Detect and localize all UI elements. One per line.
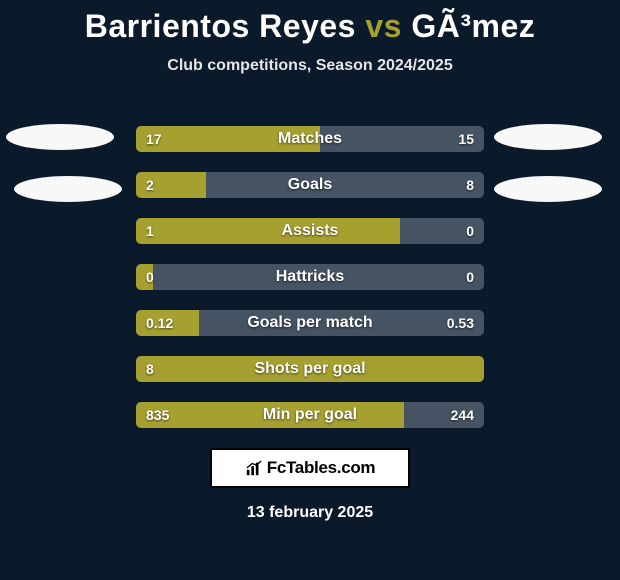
- stat-label: Goals: [136, 176, 484, 194]
- decor-ellipse: [6, 124, 114, 150]
- stat-label: Shots per goal: [136, 360, 484, 378]
- stat-row: 8Shots per goal: [136, 356, 484, 382]
- decor-ellipse: [14, 176, 122, 202]
- stat-rows-container: 1715Matches 28Goals 10Assists 00Hattricks 0.…: [136, 126, 484, 448]
- logo-box: FcTables.com: [210, 448, 410, 488]
- stat-label: Matches: [136, 130, 484, 148]
- page-title: Barrientos Reyes vs GÃ³mez: [0, 8, 620, 45]
- stat-row: 28Goals: [136, 172, 484, 198]
- decor-ellipse: [494, 176, 602, 202]
- subtitle: Club competitions, Season 2024/2025: [0, 57, 620, 75]
- stat-row: 0.120.53Goals per match: [136, 310, 484, 336]
- stat-row: 1715Matches: [136, 126, 484, 152]
- stat-row: 00Hattricks: [136, 264, 484, 290]
- stat-row: 10Assists: [136, 218, 484, 244]
- stat-label: Hattricks: [136, 268, 484, 286]
- decor-ellipse: [494, 124, 602, 150]
- title-player2: GÃ³mez: [411, 8, 535, 44]
- logo-text: FcTables.com: [267, 458, 376, 478]
- stat-label: Assists: [136, 222, 484, 240]
- comparison-card: Barrientos Reyes vs GÃ³mez Club competit…: [0, 0, 620, 580]
- stat-row: 835244Min per goal: [136, 402, 484, 428]
- stat-label: Goals per match: [136, 314, 484, 332]
- chart-icon: [245, 459, 263, 477]
- stat-label: Min per goal: [136, 406, 484, 424]
- title-player1: Barrientos Reyes: [85, 8, 356, 44]
- date-text: 13 february 2025: [0, 504, 620, 522]
- title-vs: vs: [365, 8, 402, 44]
